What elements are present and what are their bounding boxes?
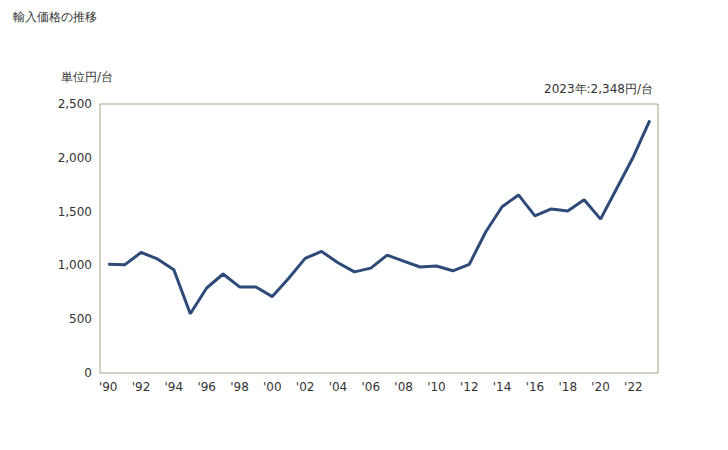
svg-text:'08: '08 [394, 380, 413, 394]
svg-text:'14: '14 [493, 380, 512, 394]
svg-text:2023年:2,348円/台: 2023年:2,348円/台 [544, 82, 653, 96]
svg-text:単位円/台: 単位円/台 [61, 70, 113, 84]
svg-text:2,000: 2,000 [58, 151, 92, 165]
svg-text:'18: '18 [558, 380, 577, 394]
svg-text:'12: '12 [460, 380, 479, 394]
svg-text:'96: '96 [197, 380, 216, 394]
svg-text:'92: '92 [132, 380, 151, 394]
svg-text:1,500: 1,500 [58, 205, 92, 219]
svg-text:'98: '98 [230, 380, 249, 394]
svg-text:500: 500 [69, 312, 92, 326]
svg-text:'20: '20 [591, 380, 610, 394]
svg-text:輸入価格の推移: 輸入価格の推移 [13, 10, 97, 24]
svg-text:0: 0 [84, 366, 92, 380]
svg-text:'10: '10 [427, 380, 446, 394]
svg-text:'90: '90 [99, 380, 118, 394]
svg-text:'16: '16 [526, 380, 545, 394]
svg-text:'06: '06 [362, 380, 381, 394]
svg-text:'22: '22 [624, 380, 643, 394]
svg-text:'94: '94 [165, 380, 184, 394]
svg-text:2,500: 2,500 [58, 97, 92, 111]
svg-text:'02: '02 [296, 380, 315, 394]
svg-text:'04: '04 [329, 380, 348, 394]
svg-text:1,000: 1,000 [58, 258, 92, 272]
svg-text:'00: '00 [263, 380, 282, 394]
